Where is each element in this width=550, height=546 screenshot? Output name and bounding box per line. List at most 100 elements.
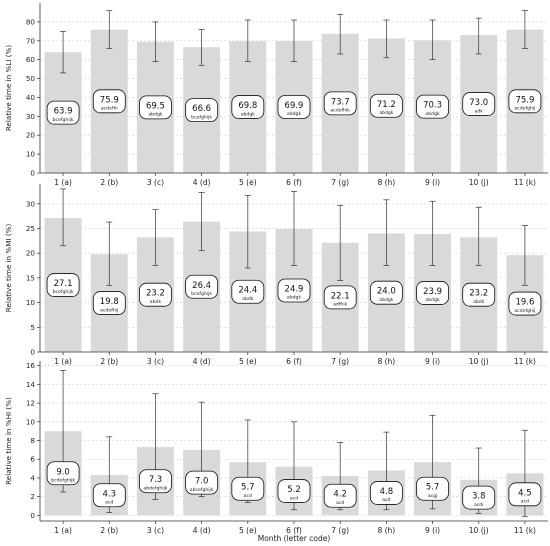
value-text: 69.9 (285, 101, 304, 111)
value-label-box (416, 94, 449, 119)
group-letters: acdefghij (514, 308, 535, 314)
value-text: 24.9 (285, 284, 304, 294)
group-letters: acd (244, 493, 252, 499)
group-letters: abdgk (379, 297, 394, 303)
value-text: 7.0 (195, 477, 209, 487)
x-tick-label: 3 (c) (147, 178, 164, 187)
group-letters: acgj (428, 493, 438, 499)
y-tick-label: 2 (30, 492, 35, 501)
value-text: 7.3 (149, 475, 163, 485)
value-label-box (46, 461, 80, 486)
group-letters: acd (105, 499, 113, 505)
group-letters: abdgk (148, 112, 163, 118)
value-text: 4.8 (380, 487, 394, 497)
group-letters: abdgk (425, 111, 440, 117)
group-letters: abdk (242, 296, 254, 302)
value-text: 22.1 (331, 291, 350, 301)
y-tick-label: 6 (30, 455, 35, 464)
x-tick-label: 3 (c) (147, 526, 164, 535)
value-label-box (369, 481, 403, 505)
group-letters: acd (382, 497, 390, 503)
value-text: 70.3 (423, 101, 442, 111)
x-tick-label: 11 (k) (514, 178, 536, 187)
value-text: 19.6 (515, 298, 534, 308)
y-tick-label: 25 (26, 224, 35, 233)
group-letters: abdgk (425, 297, 440, 303)
x-tick-label: 6 (f) (286, 357, 302, 366)
x-tick-label: 7 (g) (331, 357, 349, 366)
y-tick-label: 16 (26, 361, 36, 370)
value-text: 69.8 (238, 101, 257, 111)
y-tick-label: 0 (30, 511, 35, 520)
y-tick-label: 10 (26, 417, 36, 426)
value-label-box (92, 291, 126, 315)
group-letters: abdgk (287, 295, 302, 301)
x-tick-label: 5 (e) (239, 178, 257, 187)
x-tick-label: 2 (b) (100, 526, 118, 535)
value-label-box (323, 285, 357, 310)
y-tick-label: 40 (26, 93, 36, 102)
value-text: 69.5 (146, 101, 165, 111)
y-tick-label: 30 (26, 112, 36, 121)
value-label-box (139, 469, 172, 494)
value-text: 23.9 (423, 287, 442, 297)
x-tick-label: 6 (f) (286, 178, 302, 187)
value-text: 26.4 (192, 281, 211, 291)
x-tick-label: 1 (a) (54, 526, 72, 535)
value-text: 66.6 (192, 104, 211, 114)
value-text: 73.0 (469, 98, 488, 108)
value-label-box (185, 98, 219, 122)
x-tick-label: 5 (e) (239, 526, 257, 535)
value-label-box (185, 274, 219, 299)
value-text: 5.2 (287, 485, 301, 495)
x-tick-label: 9 (i) (425, 357, 440, 366)
group-letters: acdefghij (514, 106, 535, 112)
group-letters: bcefghijk (53, 289, 74, 295)
x-tick-label: 11 (k) (514, 357, 536, 366)
y-tick-label: 20 (26, 249, 36, 258)
value-label-box (277, 95, 311, 119)
value-text: 9.0 (56, 467, 70, 477)
y-tick-label: 20 (26, 131, 36, 140)
y-tick-label: 15 (26, 273, 35, 282)
group-letters: bcefghijk (191, 291, 212, 297)
group-letters: bcefghijk (191, 114, 212, 120)
x-tick-label: 7 (g) (331, 526, 349, 535)
x-tick-label: 4 (d) (193, 357, 211, 366)
value-label-box (46, 100, 80, 125)
y-tick-label: 30 (26, 199, 36, 208)
y-tick-label: 14 (26, 380, 36, 389)
x-tick-label: 2 (b) (100, 357, 118, 366)
value-text: 3.8 (472, 492, 486, 502)
value-label-box (231, 95, 265, 119)
x-tick-label: 8 (h) (377, 178, 395, 187)
value-label-box (231, 279, 265, 304)
y-tick-label: 5 (30, 323, 35, 332)
x-tick-label: 10 (j) (469, 357, 489, 366)
value-text: 63.9 (54, 107, 73, 117)
value-text: 23.2 (146, 289, 165, 299)
value-text: 5.7 (426, 483, 440, 493)
x-tick-label: 9 (i) (425, 526, 440, 535)
x-tick-label: 4 (d) (193, 178, 211, 187)
value-text: 5.7 (241, 483, 255, 493)
value-label-box (46, 273, 80, 297)
group-letters: abdk (473, 299, 485, 305)
group-letters: abdk (150, 299, 162, 305)
y-tick-label: 10 (26, 298, 36, 307)
y-tick-label: 10 (26, 150, 36, 159)
